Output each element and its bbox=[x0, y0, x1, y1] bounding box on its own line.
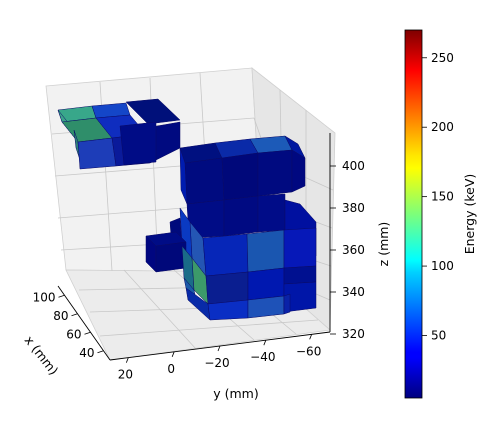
colorbar: 50 100 150 200 250 Energy (keV) bbox=[404, 29, 477, 399]
voxel bbox=[77, 137, 117, 170]
colorbar-tick-label: 150 bbox=[431, 190, 454, 204]
voxel bbox=[283, 227, 317, 269]
colorbar-gradient bbox=[404, 29, 423, 399]
voxel bbox=[202, 233, 249, 277]
x-axis-line bbox=[57, 285, 111, 361]
z-tick-label: 380 bbox=[342, 201, 365, 215]
y-tick-label: −20 bbox=[204, 356, 229, 370]
voxel bbox=[184, 157, 225, 205]
y-axis: 20 0 −20 −40 −60 y (mm) bbox=[118, 334, 321, 401]
colorbar-tick-label: 100 bbox=[431, 259, 454, 273]
z-axis-label: z (mm) bbox=[376, 222, 391, 267]
voxel bbox=[246, 229, 285, 273]
colorbar-tick-label: 200 bbox=[431, 120, 454, 134]
colorbar-label: Energy (keV) bbox=[462, 174, 477, 255]
x-axis-label: x (mm) bbox=[22, 333, 62, 378]
voxel bbox=[247, 295, 285, 319]
z-axis: 320 340 360 380 400 z (mm) bbox=[330, 159, 391, 341]
voxel bbox=[221, 152, 259, 201]
y-tick-label: −40 bbox=[250, 350, 275, 364]
colorbar-tick-label: 50 bbox=[431, 329, 446, 343]
voxel bbox=[257, 193, 286, 233]
y-tick-label: 0 bbox=[167, 362, 175, 376]
z-tick-label: 360 bbox=[342, 243, 365, 257]
voxel bbox=[155, 241, 187, 273]
voxel bbox=[283, 293, 291, 315]
x-tick-label: 60 bbox=[66, 327, 81, 341]
voxel bbox=[247, 267, 285, 301]
y-tick-mark bbox=[309, 334, 313, 340]
voxel bbox=[205, 271, 249, 305]
y-tick-label: 20 bbox=[118, 368, 133, 382]
x-tick-mark bbox=[84, 331, 91, 335]
voxel bbox=[119, 121, 157, 166]
colorbar-tick-label: 250 bbox=[431, 51, 454, 65]
y-tick-mark bbox=[217, 345, 221, 352]
voxel bbox=[257, 149, 293, 197]
y-tick-mark bbox=[125, 357, 129, 363]
x-tick-mark bbox=[58, 294, 65, 298]
z-tick-label: 340 bbox=[342, 285, 365, 299]
z-tick-label: 320 bbox=[342, 327, 365, 341]
voxel bbox=[291, 149, 306, 193]
voxel bbox=[125, 98, 181, 125]
x-tick-label: 80 bbox=[53, 309, 68, 323]
x-tick-label: 40 bbox=[79, 346, 94, 360]
x-tick-mark bbox=[97, 350, 104, 354]
y-tick-label: −60 bbox=[296, 344, 321, 358]
z-tick-label: 400 bbox=[342, 159, 365, 173]
voxels bbox=[57, 98, 317, 321]
x-tick-mark bbox=[71, 313, 78, 317]
y-tick-mark bbox=[263, 340, 267, 346]
y-axis-label: y (mm) bbox=[213, 386, 258, 401]
x-tick-label: 100 bbox=[33, 290, 56, 304]
y-tick-mark bbox=[171, 351, 175, 357]
voxel bbox=[283, 265, 317, 285]
voxel bbox=[223, 195, 259, 237]
